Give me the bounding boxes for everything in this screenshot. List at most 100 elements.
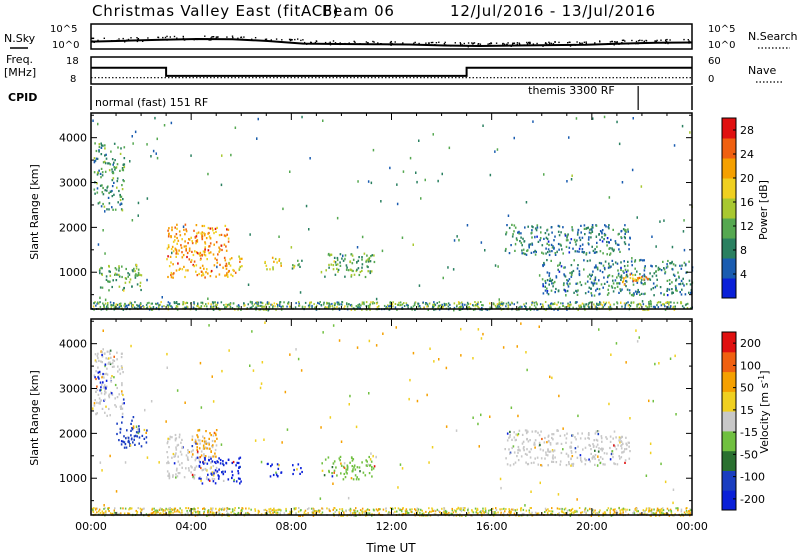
data-cell bbox=[176, 236, 178, 240]
data-cell bbox=[175, 301, 177, 304]
data-cell bbox=[125, 267, 127, 271]
nsky-point bbox=[654, 40, 657, 42]
data-cell bbox=[200, 307, 202, 310]
data-cell bbox=[583, 510, 586, 513]
data-cell bbox=[99, 286, 102, 289]
data-cell bbox=[333, 460, 336, 463]
data-cell bbox=[269, 511, 271, 514]
data-cell bbox=[304, 509, 307, 512]
data-cell bbox=[205, 468, 207, 471]
data-cell bbox=[518, 230, 520, 233]
data-cell bbox=[505, 302, 508, 305]
data-cell bbox=[601, 447, 603, 450]
nsky-point bbox=[118, 38, 120, 40]
nsky-trace bbox=[90, 35, 693, 48]
data-cell bbox=[510, 301, 513, 304]
data-cell bbox=[549, 277, 551, 280]
data-cell bbox=[186, 456, 189, 459]
data-cell bbox=[113, 355, 115, 358]
x-tick-label: 00:00 bbox=[676, 520, 708, 533]
data-cell bbox=[469, 302, 472, 305]
nsky-point bbox=[606, 43, 609, 45]
data-cell bbox=[214, 448, 217, 452]
data-cell bbox=[255, 301, 257, 304]
data-cell bbox=[201, 238, 204, 241]
data-cell bbox=[529, 450, 531, 454]
data-cell bbox=[674, 284, 677, 288]
colorbar-segment bbox=[722, 351, 736, 373]
data-cell bbox=[562, 226, 564, 229]
data-cell bbox=[524, 429, 527, 432]
data-cell bbox=[348, 509, 350, 511]
data-cell bbox=[98, 402, 100, 405]
data-cell bbox=[362, 510, 364, 513]
data-cell bbox=[284, 390, 287, 394]
data-cell bbox=[120, 365, 123, 368]
data-cell bbox=[97, 243, 100, 246]
nsky-point bbox=[157, 36, 159, 38]
data-cell bbox=[104, 210, 106, 213]
data-cell bbox=[168, 265, 171, 268]
data-cell bbox=[616, 282, 618, 285]
nsky-point bbox=[210, 39, 212, 41]
data-cell bbox=[590, 281, 593, 284]
data-cell bbox=[566, 308, 568, 311]
data-cell bbox=[369, 308, 371, 311]
data-cell bbox=[613, 248, 615, 251]
data-cell bbox=[203, 455, 205, 458]
data-cell bbox=[428, 507, 430, 510]
data-cell bbox=[657, 268, 660, 271]
data-cell bbox=[212, 507, 214, 510]
data-cell bbox=[624, 508, 626, 511]
data-cell bbox=[122, 507, 124, 510]
data-cell bbox=[102, 329, 104, 332]
data-cell bbox=[277, 467, 280, 470]
data-cell bbox=[533, 461, 535, 464]
data-cell bbox=[482, 507, 484, 510]
data-cell bbox=[614, 287, 616, 290]
data-cell bbox=[502, 346, 505, 349]
data-cell bbox=[116, 186, 118, 189]
data-cell bbox=[101, 353, 103, 357]
data-cell bbox=[596, 266, 599, 269]
data-cell bbox=[138, 430, 141, 433]
data-cell bbox=[212, 229, 214, 232]
data-cell bbox=[402, 513, 405, 515]
data-cell bbox=[644, 265, 646, 268]
data-cell bbox=[539, 303, 542, 306]
data-cell bbox=[610, 452, 613, 456]
data-cell bbox=[100, 399, 102, 402]
data-cell bbox=[168, 507, 170, 510]
data-cell bbox=[620, 289, 622, 293]
nsky-point bbox=[623, 39, 625, 41]
data-cell bbox=[218, 507, 221, 510]
data-cell bbox=[401, 467, 404, 470]
data-cell bbox=[506, 224, 508, 227]
data-cell bbox=[172, 452, 175, 456]
data-cell bbox=[551, 246, 554, 249]
data-cell bbox=[94, 142, 96, 145]
data-cell bbox=[173, 455, 175, 458]
data-cell bbox=[353, 466, 355, 469]
data-cell bbox=[514, 461, 517, 464]
data-cell bbox=[290, 246, 293, 249]
data-cell bbox=[547, 439, 550, 443]
data-cell bbox=[343, 472, 346, 476]
data-cell bbox=[92, 119, 94, 122]
data-cell bbox=[472, 357, 474, 360]
data-cell bbox=[580, 305, 583, 308]
data-cell bbox=[456, 305, 458, 308]
data-cell bbox=[337, 268, 340, 271]
data-cell bbox=[567, 285, 570, 288]
data-cell bbox=[224, 274, 226, 277]
data-cell bbox=[93, 171, 96, 174]
data-cell bbox=[639, 303, 642, 306]
data-cell bbox=[237, 511, 240, 514]
data-cell bbox=[533, 441, 536, 444]
data-cell bbox=[125, 277, 128, 280]
nsky-point bbox=[126, 39, 128, 41]
data-cell bbox=[176, 467, 178, 470]
data-cell bbox=[622, 451, 624, 454]
data-cell bbox=[690, 509, 692, 512]
